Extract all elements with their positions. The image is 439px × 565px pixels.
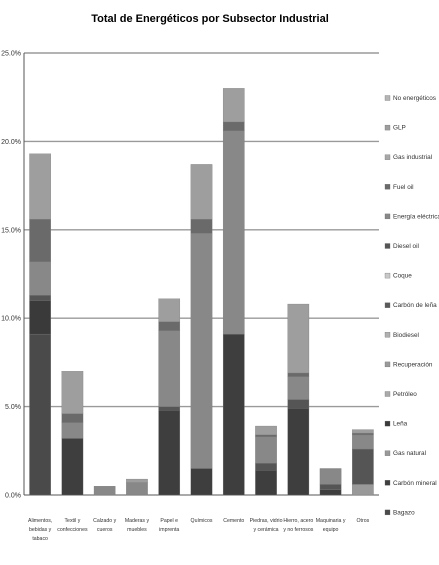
bar-segment bbox=[287, 376, 310, 400]
legend-swatch bbox=[384, 480, 391, 486]
legend-label: Petróleo bbox=[393, 391, 417, 398]
x-tick-label: Químicos bbox=[191, 518, 213, 524]
legend-swatch bbox=[384, 420, 391, 427]
x-tick-label: Otros bbox=[357, 518, 370, 524]
legend-swatch bbox=[384, 124, 391, 131]
legend-label: Bagazo bbox=[393, 509, 415, 516]
x-tick-label: Papel e imprenta bbox=[159, 518, 179, 533]
legend-swatch bbox=[384, 243, 391, 249]
y-tick-label: 25.0% bbox=[1, 51, 21, 58]
legend-label: Coque bbox=[393, 273, 412, 280]
legend-label: Diesel oil bbox=[393, 243, 419, 250]
legend-label: GLP bbox=[393, 125, 406, 132]
legend-swatch bbox=[384, 509, 391, 516]
bar-segment bbox=[287, 372, 310, 377]
bar-segment bbox=[29, 300, 51, 335]
bar-segment bbox=[61, 438, 84, 496]
x-tick-label: Textil y confecciones bbox=[57, 518, 88, 533]
bar-segment bbox=[319, 489, 342, 496]
bar-segment bbox=[352, 448, 374, 485]
legend-swatch bbox=[384, 332, 391, 338]
bar-segment bbox=[255, 470, 277, 496]
bar-segment bbox=[352, 432, 374, 436]
bars bbox=[29, 88, 374, 496]
legend-label: Carbón mineral bbox=[393, 480, 437, 487]
legend-swatch bbox=[384, 361, 391, 368]
legend-label: Biodiesel bbox=[393, 332, 419, 339]
bar-segment bbox=[29, 333, 51, 496]
bar-segment bbox=[158, 330, 181, 407]
legend-swatch bbox=[384, 272, 391, 279]
bar-segment bbox=[158, 321, 181, 331]
bar-segment bbox=[29, 295, 51, 301]
bar-segment bbox=[352, 429, 374, 434]
legend-label: Carbón de leña bbox=[393, 302, 437, 309]
bar-segment bbox=[222, 130, 245, 335]
y-tick-label: 15.0% bbox=[1, 227, 21, 234]
bar-segment bbox=[158, 298, 181, 322]
legend-label: Gas natural bbox=[393, 450, 426, 457]
bar-segment bbox=[190, 233, 213, 469]
bar-segment bbox=[126, 482, 148, 496]
y-tick-label: 20.0% bbox=[1, 139, 21, 146]
legend-label: Fuel oil bbox=[393, 184, 414, 191]
legend-label: No energéticos bbox=[393, 95, 436, 102]
y-tick-label: 10.0% bbox=[1, 316, 21, 323]
bar-segment bbox=[93, 486, 116, 496]
legend-swatch bbox=[384, 154, 391, 160]
bar-segment bbox=[29, 219, 51, 262]
bar-segment bbox=[255, 425, 277, 436]
x-tick-label: Piedras, vidrio y cerámica bbox=[250, 518, 283, 533]
bar-segment bbox=[190, 219, 213, 234]
x-tick-label: Maderas y muebles bbox=[125, 518, 150, 533]
bar-segment bbox=[158, 409, 181, 496]
y-axis: 0.0% 5.0% 10.0% 15.0% 20.0% 25.0% bbox=[1, 51, 25, 500]
bar-segment bbox=[29, 261, 51, 296]
legend-swatch bbox=[384, 184, 391, 190]
bar-segment bbox=[255, 463, 277, 471]
legend-label: Gas industrial bbox=[393, 154, 432, 161]
y-tick-label: 5.0% bbox=[5, 404, 21, 411]
legend-swatch bbox=[384, 213, 391, 220]
bar-segment bbox=[352, 434, 374, 450]
bar-segment bbox=[61, 422, 84, 439]
x-tick-label: Hierro, acero y no ferrosos bbox=[283, 518, 313, 533]
legend-swatch bbox=[384, 391, 391, 397]
legend-label: Recuperación bbox=[393, 361, 433, 368]
x-tick-label: Cemento bbox=[223, 518, 244, 524]
legend-swatch bbox=[384, 450, 391, 456]
chart-title: Total de Energéticos por Subsector Indus… bbox=[91, 13, 329, 25]
bar-segment bbox=[61, 413, 84, 423]
bar-segment bbox=[319, 468, 342, 485]
legend: No energéticos GLP Gas industrial Fuel oil E… bbox=[384, 95, 439, 516]
legend-label: Energía eléctrica bbox=[393, 213, 439, 220]
bar-segment bbox=[255, 436, 277, 464]
bar-segment bbox=[61, 371, 84, 414]
bar-segment bbox=[222, 88, 245, 123]
bar-segment bbox=[287, 408, 310, 496]
bar-segment bbox=[126, 478, 148, 483]
bar-segment bbox=[190, 164, 213, 220]
bar-segment bbox=[158, 406, 181, 411]
legend-swatch bbox=[384, 302, 391, 308]
bar-segment bbox=[29, 153, 51, 220]
x-tick-label: Alimentos, bebidas y tabaco bbox=[28, 518, 52, 542]
legend-swatch bbox=[384, 95, 391, 101]
bar-segment bbox=[255, 434, 277, 437]
bar-segment bbox=[190, 468, 213, 496]
bar-segment bbox=[319, 484, 342, 490]
x-axis: Alimentos, bebidas y tabaco Textil y confecc… bbox=[28, 518, 370, 542]
legend-label: Leña bbox=[393, 421, 408, 428]
bar-segment bbox=[287, 399, 310, 409]
x-tick-label: Calzado y cueros bbox=[93, 518, 116, 533]
bar-segment bbox=[287, 303, 310, 374]
bar-segment bbox=[222, 121, 245, 131]
x-tick-label: Maquinaria y equipo bbox=[316, 518, 346, 533]
bar-segment bbox=[222, 333, 245, 496]
y-tick-label: 0.0% bbox=[5, 493, 21, 500]
bar-segment bbox=[352, 484, 374, 496]
